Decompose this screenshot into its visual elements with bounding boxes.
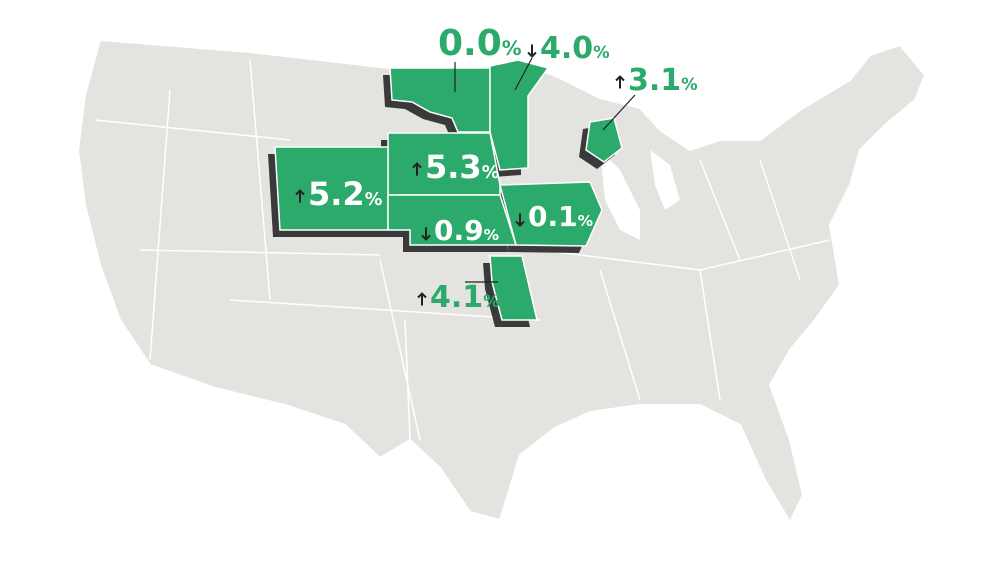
state	[489, 255, 538, 321]
value: 5.2	[308, 175, 365, 213]
region-label: 0.0%	[438, 23, 522, 64]
region-label: 3.1%	[628, 63, 698, 98]
unit: %	[482, 163, 500, 183]
region-label: 0.1%	[528, 200, 593, 233]
value: 0.1	[528, 200, 578, 233]
trend-arrow	[421, 227, 431, 241]
unit: %	[593, 43, 610, 62]
value: 5.3	[425, 148, 482, 186]
value: 3.1	[628, 63, 681, 98]
unit: %	[484, 226, 499, 244]
region-label: 0.9%	[434, 214, 499, 247]
value: 4.1	[430, 280, 483, 315]
trend-arrow	[412, 162, 422, 176]
highlighted-states	[268, 59, 623, 327]
state	[387, 194, 518, 246]
unit: %	[681, 75, 698, 94]
value: 4.0	[540, 31, 593, 66]
region-label: 5.2%	[308, 175, 383, 213]
region-label: 4.0%	[540, 31, 610, 66]
unit: %	[365, 190, 383, 210]
value: 0.0	[438, 23, 502, 64]
leader-lines	[454, 57, 636, 283]
trend-arrow	[615, 75, 625, 89]
state	[499, 181, 603, 247]
unit: %	[578, 212, 593, 230]
region-label: 5.3%	[425, 148, 500, 186]
unit: %	[502, 37, 522, 60]
labels: 0.0% 4.0%3.1%5.3%5.2%0.9%0.1%4.1%	[295, 23, 698, 315]
trend-arrow	[515, 213, 525, 227]
value: 0.9	[434, 214, 484, 247]
trend-arrow	[527, 44, 537, 58]
trend-arrow	[295, 189, 305, 203]
trend-arrow	[417, 292, 427, 306]
state	[585, 117, 623, 163]
unit: %	[483, 292, 500, 311]
region-label: 4.1%	[430, 280, 500, 315]
